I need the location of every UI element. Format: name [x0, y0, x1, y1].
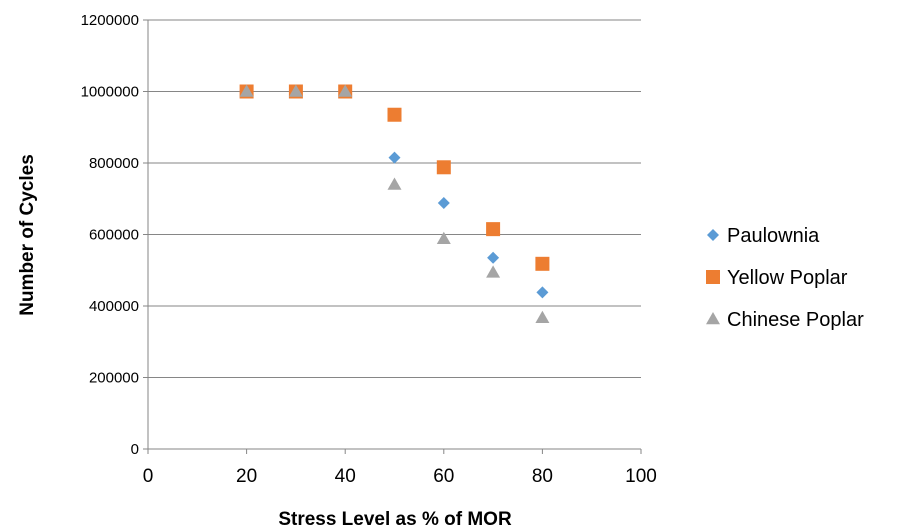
data-points	[239, 84, 550, 324]
data-point-square	[535, 256, 550, 271]
data-point-square	[486, 222, 501, 237]
y-tick-label: 600000	[89, 227, 139, 244]
axes	[143, 19, 642, 454]
y-tick-label: 200000	[89, 370, 139, 387]
data-point-triangle	[288, 84, 303, 97]
data-point-triangle	[436, 231, 451, 245]
legend-marker-diamond	[707, 229, 719, 241]
legend-label: Paulownia	[727, 225, 820, 247]
x-tick-label: 40	[335, 466, 356, 487]
y-tick-label: 400000	[89, 298, 139, 315]
x-tick-label: 80	[532, 466, 553, 487]
x-tick-label: 60	[433, 466, 454, 487]
data-point-diamond	[388, 151, 401, 164]
legend: Paulownia Yellow Poplar Chinese Poplar	[706, 225, 864, 331]
legend-marker-triangle	[706, 312, 720, 325]
data-point-diamond	[536, 286, 549, 299]
data-point-triangle	[486, 265, 501, 278]
data-point-triangle	[387, 177, 402, 190]
gridlines	[148, 19, 641, 378]
y-tick-label: 0	[131, 441, 139, 458]
y-tick-label: 1200000	[81, 12, 139, 29]
legend-label: Chinese Poplar	[727, 309, 864, 331]
data-point-triangle	[338, 84, 353, 97]
legend-label: Yellow Poplar	[727, 267, 848, 289]
y-tick-label: 800000	[89, 155, 139, 172]
data-point-triangle	[239, 84, 254, 97]
data-point-square	[387, 107, 402, 122]
x-axis-tick-labels: 0 20 40 60 80 100	[143, 466, 657, 487]
x-tick-label: 20	[236, 466, 257, 487]
legend-marker-square	[706, 270, 720, 284]
y-axis-tick-labels: 0 200000 400000 600000 800000 1000000 1200000	[81, 12, 139, 458]
x-tick-label: 0	[143, 466, 154, 487]
x-axis-title: Stress Level as % of MOR	[278, 509, 512, 530]
y-axis-title: Number of Cycles	[17, 154, 38, 316]
y-tick-label: 1000000	[81, 84, 139, 101]
x-tick-label: 100	[625, 466, 657, 487]
data-point-triangle	[535, 310, 550, 324]
data-point-square	[436, 160, 451, 175]
data-point-diamond	[437, 197, 450, 210]
data-point-diamond	[487, 251, 500, 264]
